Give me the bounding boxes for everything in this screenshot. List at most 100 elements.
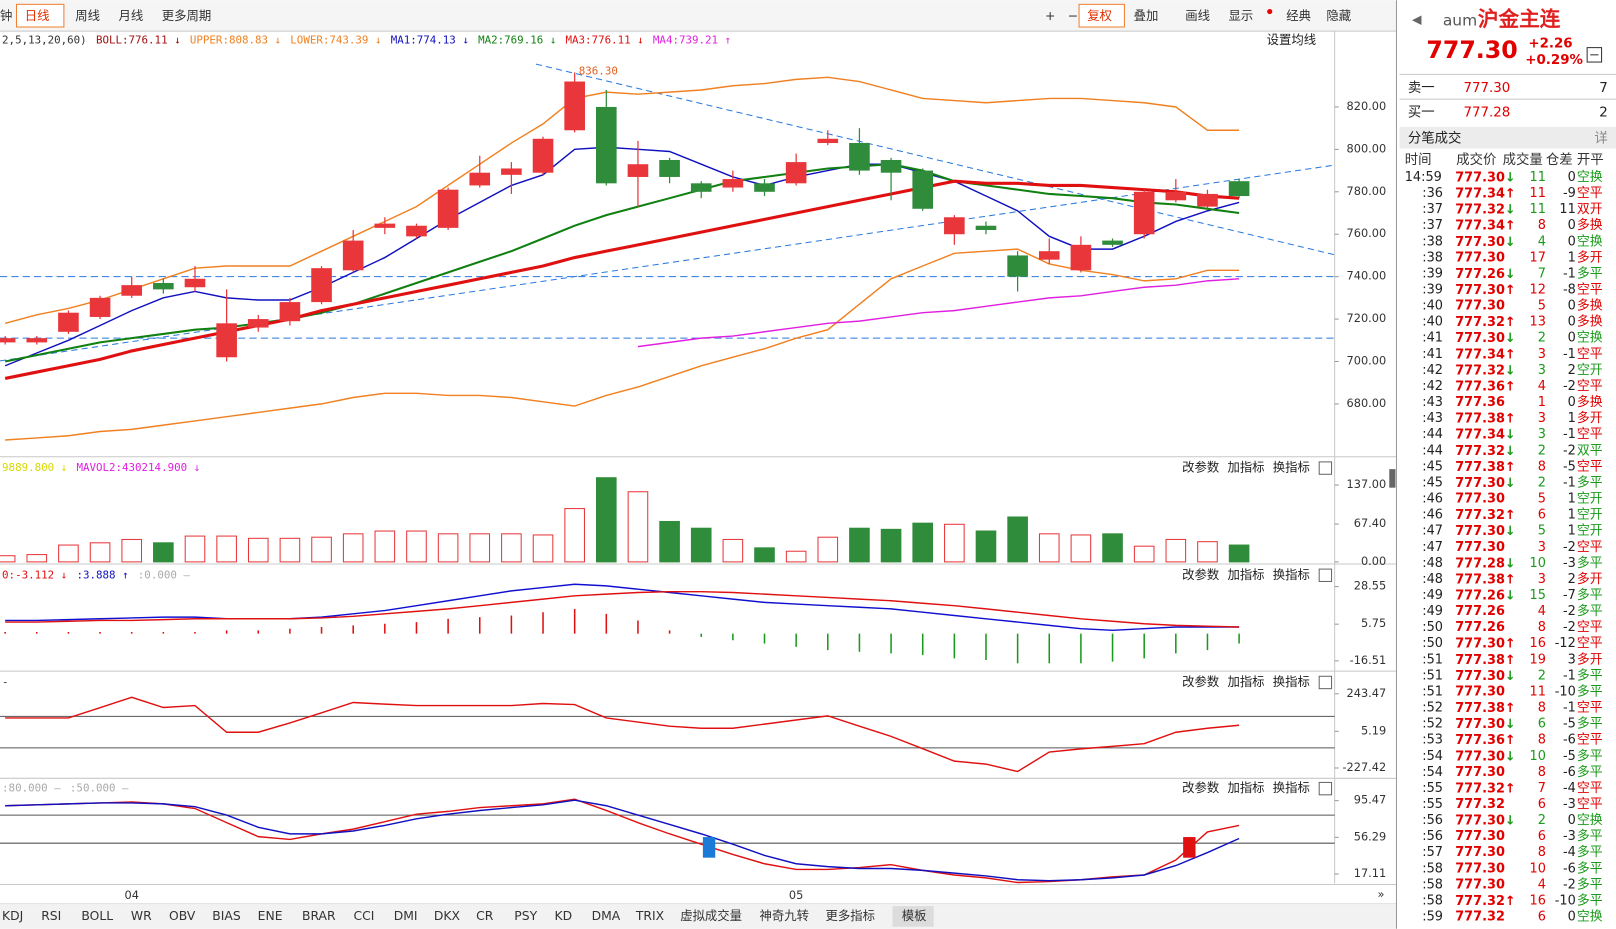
ticks-title-bar	[1399, 126, 1616, 149]
volume-bar	[627, 491, 649, 563]
tick-volume: 8	[1538, 701, 1546, 716]
volume-bar	[406, 530, 427, 563]
close-box[interactable]	[1318, 675, 1333, 690]
volume-bar	[184, 535, 206, 563]
panel-button[interactable]: 换指标	[1273, 674, 1310, 689]
legend-item: MA1:774.13 ↓	[391, 33, 469, 46]
tick-price: 777.34↑	[1455, 186, 1515, 201]
close-box[interactable]	[1318, 781, 1333, 796]
indicator-tab[interactable]: DMI	[394, 909, 418, 923]
tick-type: 多平	[1577, 829, 1603, 844]
tick-type: 多换	[1577, 315, 1603, 330]
close-box[interactable]	[1318, 461, 1333, 475]
panel-button[interactable]: 换指标	[1273, 780, 1310, 795]
scroll-arrow[interactable]: »	[1378, 887, 1385, 901]
tick-type: 多平	[1577, 877, 1603, 892]
indicator-tab[interactable]: OBV	[169, 909, 196, 923]
tick-volume: 3	[1538, 540, 1546, 555]
tick-time: :42	[1422, 363, 1443, 378]
panel-button[interactable]: 加指标	[1227, 460, 1264, 475]
toolbar-button[interactable]: −	[1068, 9, 1078, 23]
indicator-tab[interactable]: RSI	[41, 909, 61, 923]
candle-body	[817, 138, 839, 144]
tick-oi-diff: 1	[1568, 524, 1576, 539]
tick-price: 777.32↑	[1455, 893, 1515, 908]
toolbar-button[interactable]: 显示	[1228, 9, 1253, 23]
toolbar-button[interactable]: 画线	[1185, 9, 1210, 23]
last-price: 777.30	[1426, 36, 1517, 64]
panel-button[interactable]: 加指标	[1227, 567, 1264, 582]
tick-type: 多平	[1577, 717, 1603, 732]
prev-arrow[interactable]: ◀	[1412, 12, 1422, 26]
tick-volume: 3	[1538, 347, 1546, 362]
tick-price: 777.38↑	[1455, 411, 1515, 426]
tick-oi-diff: 11	[1559, 202, 1575, 217]
tick-type: 空平	[1577, 797, 1603, 812]
indicator-tab[interactable]: KDJ	[2, 909, 23, 923]
legend-item: :50.000 –	[70, 782, 129, 795]
indicator-tab[interactable]: TRIX	[635, 909, 665, 923]
volume-bar	[944, 523, 965, 563]
panel-button[interactable]: 改参数	[1182, 460, 1219, 475]
splitter-handle[interactable]	[1389, 469, 1396, 488]
indicator-tab[interactable]: KD	[554, 909, 572, 923]
indicator-tab[interactable]: 神奇九转	[760, 908, 809, 923]
volume-bar	[1007, 516, 1028, 563]
tick-oi-diff: -1	[1563, 668, 1576, 683]
indicator-tab[interactable]: CR	[476, 909, 494, 923]
indicator-tab[interactable]: PSY	[514, 909, 537, 923]
ma-setting[interactable]: 设置均线	[1267, 33, 1316, 47]
volume-bar	[469, 533, 491, 563]
panel-button[interactable]: 改参数	[1182, 567, 1219, 582]
tick-volume: 2	[1538, 813, 1546, 828]
ticks-header: 成交量	[1503, 151, 1543, 168]
tick-price: 777.30	[1455, 845, 1505, 860]
toolbar-button[interactable]: 周线	[75, 9, 100, 23]
indicator-tab[interactable]: ENE	[258, 909, 283, 923]
collapse-button[interactable]	[1586, 47, 1603, 63]
tick-time: :46	[1422, 508, 1443, 523]
indicator-tab[interactable]: BIAS	[212, 909, 241, 923]
tick-price: 777.30	[1455, 684, 1505, 699]
toolbar-button[interactable]: 叠加	[1134, 9, 1159, 23]
indicator-tab[interactable]: BOLL	[81, 909, 113, 923]
panel-button[interactable]: 换指标	[1273, 460, 1310, 475]
tick-type: 空换	[1577, 170, 1603, 185]
candle-body	[153, 283, 174, 290]
toolbar-button[interactable]: 经典	[1286, 9, 1311, 23]
close-box[interactable]	[1318, 568, 1333, 582]
panel-button[interactable]: 加指标	[1227, 780, 1264, 795]
panel-button[interactable]: 换指标	[1273, 567, 1310, 582]
indicator-tab[interactable]: WR	[131, 909, 152, 923]
indicator-tab[interactable]: DMA	[592, 909, 621, 923]
toolbar-button[interactable]: 复权	[1087, 9, 1112, 23]
legend-item: :80.000 –	[2, 782, 61, 795]
tick-time: :46	[1422, 492, 1443, 507]
panel-button[interactable]: 改参数	[1182, 780, 1219, 795]
toolbar-button[interactable]: 隐藏	[1326, 9, 1351, 23]
tick-type: 空开	[1577, 492, 1603, 507]
toolbar-button[interactable]: 更多周期	[162, 9, 211, 23]
panel-button[interactable]: 改参数	[1182, 674, 1219, 689]
indicator-tab[interactable]: DKX	[434, 909, 461, 923]
toolbar-button[interactable]: 日线	[25, 9, 50, 23]
volume-bar	[975, 530, 997, 563]
indicator-tab[interactable]: BRAR	[302, 909, 336, 923]
toolbar-button[interactable]: 月线	[119, 9, 144, 23]
candle-body	[1070, 244, 1092, 271]
detail-button[interactable]: 详	[1594, 130, 1607, 146]
toolbar-button[interactable]: +	[1045, 9, 1055, 23]
candle-body	[912, 170, 934, 209]
tick-price: 777.26	[1455, 604, 1505, 619]
toolbar-button[interactable]: 钟	[0, 8, 12, 23]
tick-volume: 10	[1530, 749, 1546, 764]
indicator-tab[interactable]: CCI	[354, 909, 375, 923]
indicator-tab[interactable]: 虚拟成交量	[680, 908, 742, 923]
tick-time: :45	[1422, 459, 1443, 474]
indicator-tab[interactable]: 更多指标	[826, 908, 875, 923]
tick-type: 多平	[1577, 845, 1603, 860]
volume-bar	[754, 547, 775, 563]
indicator-tab[interactable]: 模板	[902, 909, 927, 923]
panel-button[interactable]: 加指标	[1227, 674, 1264, 689]
tick-volume: 8	[1538, 620, 1546, 635]
